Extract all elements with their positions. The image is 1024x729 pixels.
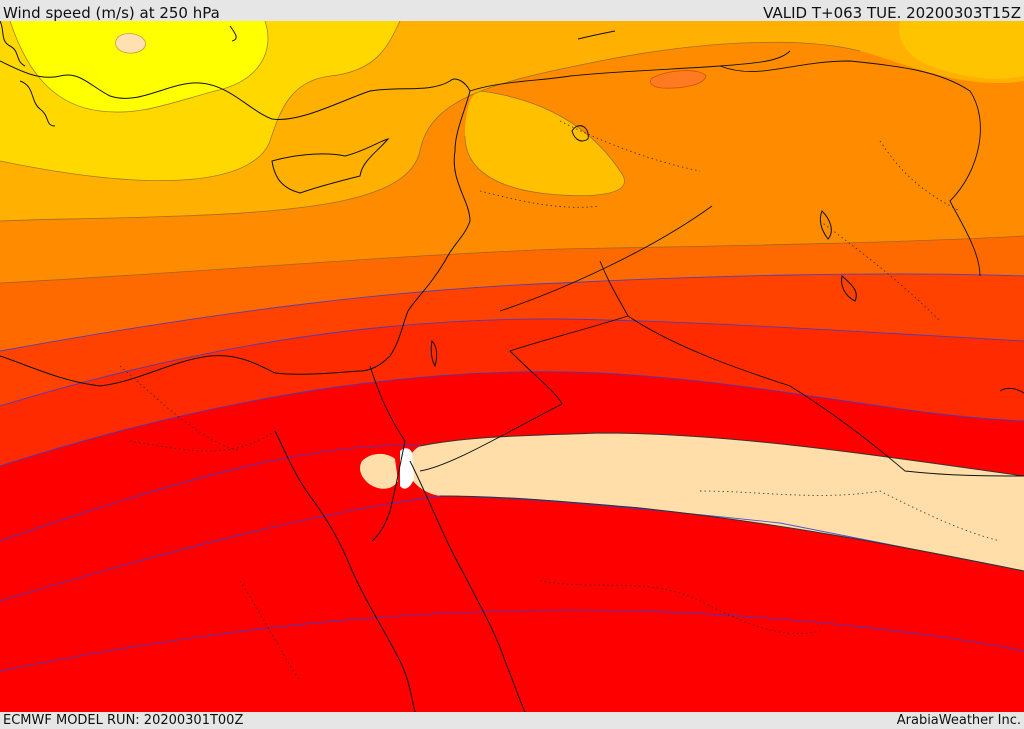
- contour-line: [419, 432, 1024, 572]
- border-turkey-syria: [469, 50, 791, 92]
- band-orange-spot: [650, 70, 707, 89]
- contour-line: [0, 273, 1024, 352]
- lake-van: [571, 125, 589, 142]
- coastline-red-sea-west: [274, 430, 416, 712]
- band-yellow: [10, 21, 268, 113]
- map-title: Wind speed (m/s) at 250 hPa: [3, 4, 220, 22]
- band-pale-spot: [115, 33, 146, 54]
- model-run: ECMWF MODEL RUN: 20200301T00Z: [3, 713, 244, 728]
- contour-line: [0, 318, 1024, 407]
- contour-line: [464, 90, 625, 197]
- admin-border: [119, 365, 276, 452]
- coastline-red-sea-east: [371, 440, 526, 712]
- band-jet-max: [400, 448, 414, 489]
- border-syria-iraq: [499, 205, 713, 312]
- coastline-gulf: [999, 387, 1024, 394]
- coastline-aegean: [0, 21, 56, 127]
- band-amber-patch: [465, 91, 625, 196]
- admin-border: [819, 140, 961, 322]
- coastline-dead-sea: [430, 339, 438, 368]
- admin-border: [479, 120, 701, 208]
- contour-line: [0, 609, 1024, 672]
- wind-speed-bands: [0, 21, 1024, 712]
- admin-border: [699, 490, 1001, 542]
- credit: ArabiaWeather Inc.: [896, 713, 1021, 728]
- admin-borders: [119, 120, 1001, 682]
- lake-iran: [841, 275, 857, 302]
- map-header: Wind speed (m/s) at 250 hPa VALID T+063 …: [0, 0, 1024, 22]
- contour-line: [9, 21, 269, 113]
- coastline-cyprus: [271, 138, 390, 194]
- contour-line: [0, 371, 1024, 467]
- coastline-black-sea: [229, 25, 616, 42]
- map-canvas: [0, 21, 1024, 712]
- band-amber-corner: [898, 21, 1024, 79]
- coastlines: [0, 21, 1024, 712]
- wind-speed-map[interactable]: [0, 21, 1024, 712]
- border-iraq-iran: [719, 60, 981, 277]
- coastline-egypt: [0, 355, 361, 387]
- contour-lines-light: [0, 21, 1024, 284]
- jet-core-outline: [419, 432, 1024, 572]
- map-footer: ECMWF MODEL RUN: 20200301T00Z ArabiaWeat…: [0, 712, 1024, 729]
- coastline-turkey: [0, 60, 471, 120]
- border-iraq-saudi: [627, 315, 1024, 477]
- contour-line: [0, 21, 401, 182]
- admin-border: [239, 580, 301, 682]
- valid-time: VALID T+063 TUE. 20200303T15Z: [763, 4, 1021, 22]
- lake-urmia: [819, 210, 832, 240]
- admin-border: [539, 580, 821, 635]
- border-jordan-saudi: [419, 260, 629, 472]
- contour-line: [0, 41, 861, 222]
- band-jet-core: [407, 433, 1024, 571]
- border-egypt-israel: [369, 365, 406, 442]
- band-jet-core-west: [360, 453, 398, 489]
- contour-line: [0, 235, 1024, 284]
- country-borders: [369, 50, 1024, 477]
- coastline-levant: [359, 90, 471, 372]
- contour-line: [0, 445, 421, 542]
